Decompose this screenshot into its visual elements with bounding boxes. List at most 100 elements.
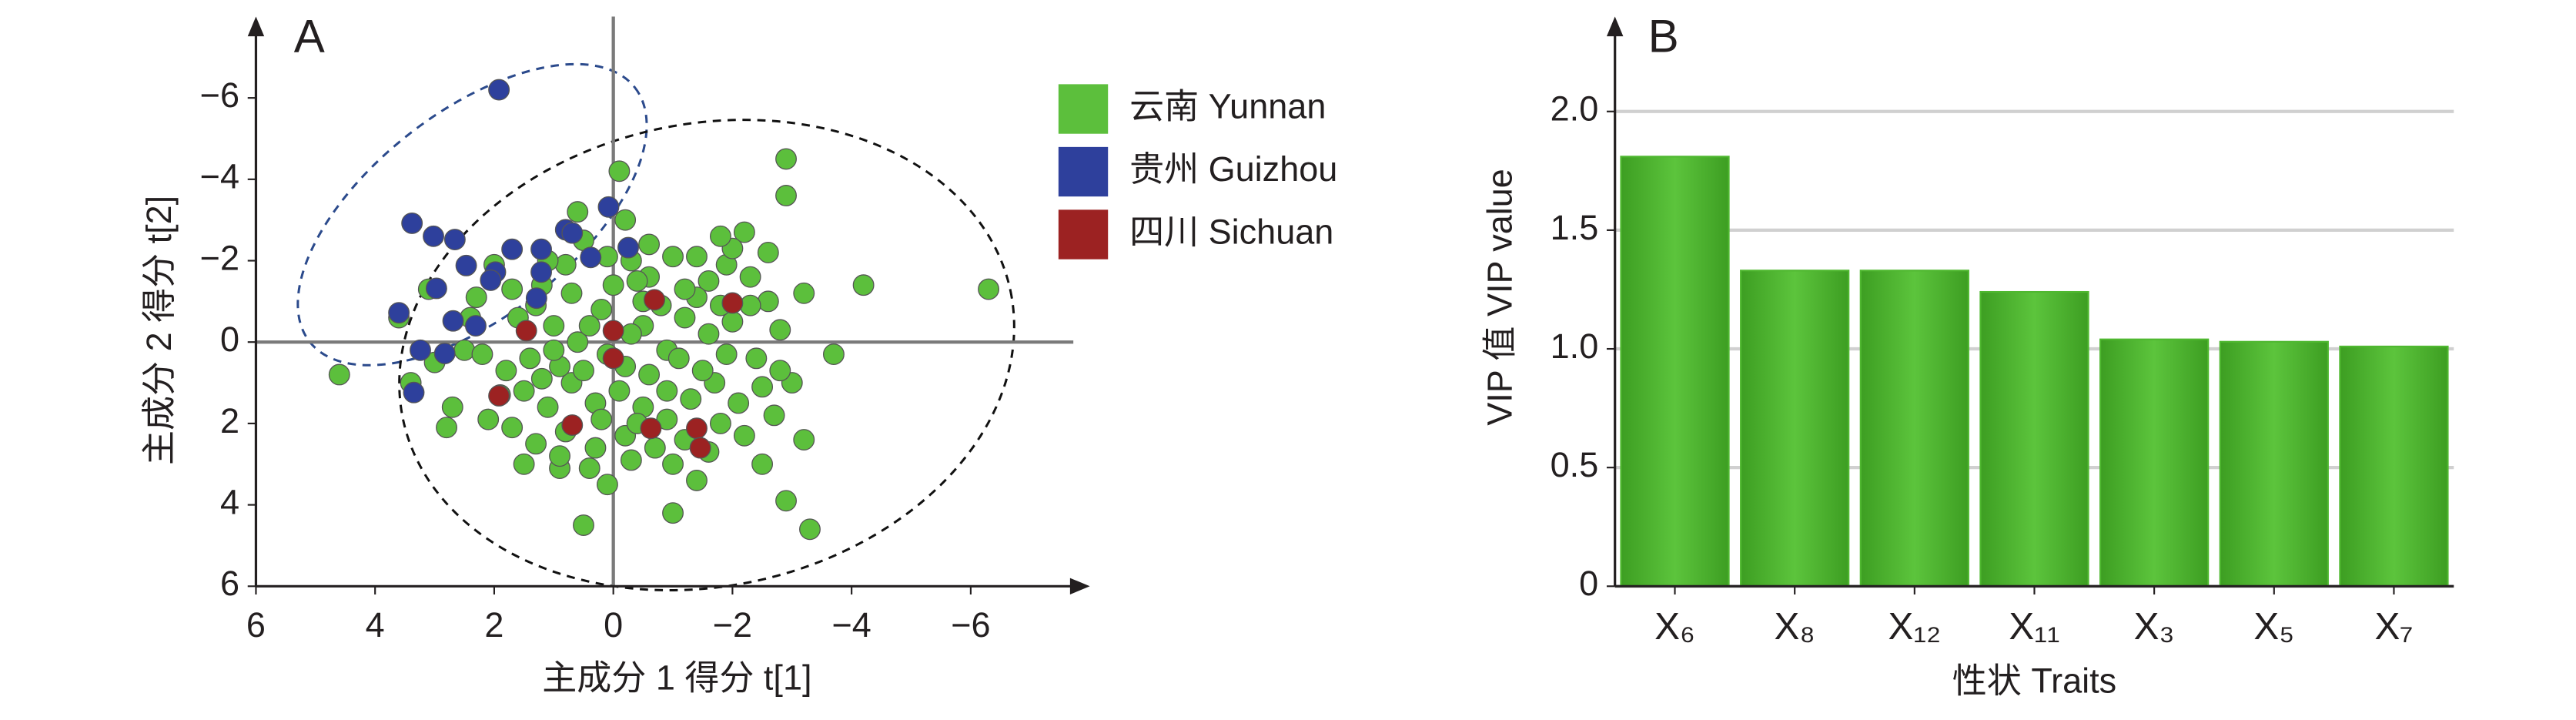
x-tick-label: 2 [484, 605, 503, 645]
x-tick-label: −4 [831, 605, 871, 645]
point [674, 306, 696, 329]
point [567, 201, 589, 223]
point [763, 404, 785, 427]
point [662, 246, 684, 268]
x-axis-label: 主成分 1 得分 t[1] [542, 658, 811, 697]
confidence-ellipse [398, 119, 1015, 591]
point [739, 294, 761, 316]
point [513, 453, 535, 475]
point [515, 320, 537, 342]
y-tick-label: 0 [1579, 564, 1598, 603]
point [602, 347, 624, 370]
point [620, 449, 642, 471]
point [590, 299, 613, 320]
point [745, 347, 768, 370]
point [543, 315, 565, 337]
point [602, 320, 624, 342]
point [698, 323, 720, 345]
y-tick-label: 0.5 [1551, 445, 1599, 484]
point [554, 253, 577, 276]
point [480, 269, 502, 291]
point [698, 270, 720, 292]
point [620, 323, 642, 345]
point [455, 254, 477, 276]
point [525, 433, 547, 455]
point [567, 331, 589, 353]
point [640, 417, 662, 440]
point [328, 363, 350, 386]
point [530, 238, 552, 260]
point [578, 457, 601, 479]
y-tick-label: −6 [200, 75, 239, 115]
point [530, 261, 552, 283]
point [757, 242, 779, 263]
point [852, 274, 875, 296]
point [441, 396, 463, 418]
point [530, 367, 553, 390]
point [667, 347, 690, 370]
point [638, 363, 661, 386]
legend-label: 云南 Yunnan [1129, 86, 1326, 126]
point [733, 221, 755, 243]
point [573, 360, 594, 382]
x-tick-label: X₁₁ [2009, 605, 2059, 648]
point [662, 453, 684, 475]
point [733, 424, 755, 447]
point [578, 315, 601, 337]
point [477, 408, 500, 430]
point [626, 270, 648, 292]
point [614, 209, 637, 231]
y-tick-label: 0 [220, 320, 239, 359]
point [471, 343, 493, 366]
point [728, 392, 750, 414]
point [561, 414, 584, 436]
y-tick-label: 2.0 [1551, 89, 1599, 129]
x-tick-label: 4 [366, 605, 385, 645]
point [488, 79, 510, 101]
bar [2339, 345, 2449, 588]
y-axis-label: 主成分 2 得分 t[2] [139, 196, 179, 465]
point [495, 360, 517, 382]
y-tick-label: 2 [220, 401, 239, 440]
x-tick-label: −2 [713, 605, 752, 645]
confidence-ellipse [296, 62, 648, 367]
point [721, 292, 744, 314]
point [549, 445, 570, 467]
axis-arrow [1606, 16, 1624, 37]
point [978, 278, 1000, 300]
point [775, 148, 797, 170]
y-tick-label: −4 [200, 157, 239, 196]
bar [2099, 338, 2210, 588]
point [674, 278, 696, 300]
point [443, 229, 466, 250]
axis-arrow [247, 16, 265, 37]
point [793, 282, 815, 304]
x-tick-label: X₇ [2375, 605, 2414, 648]
point [689, 437, 711, 459]
point [597, 196, 620, 218]
bar [1620, 156, 1730, 588]
point [608, 380, 631, 402]
point [580, 246, 602, 269]
point [453, 339, 476, 361]
point [662, 502, 684, 524]
x-tick-label: 0 [604, 605, 623, 645]
point [709, 225, 731, 247]
point [561, 222, 584, 244]
point [617, 236, 639, 259]
point [501, 417, 524, 439]
point [757, 290, 779, 313]
point [686, 246, 708, 268]
point [584, 437, 607, 459]
point [602, 274, 624, 296]
point [401, 212, 423, 234]
point [436, 417, 457, 439]
y-tick-label: 6 [220, 564, 239, 603]
point [799, 518, 821, 541]
point [769, 360, 791, 382]
point [656, 380, 678, 402]
point [775, 185, 797, 206]
point [793, 429, 815, 450]
y-tick-label: 4 [220, 482, 239, 521]
